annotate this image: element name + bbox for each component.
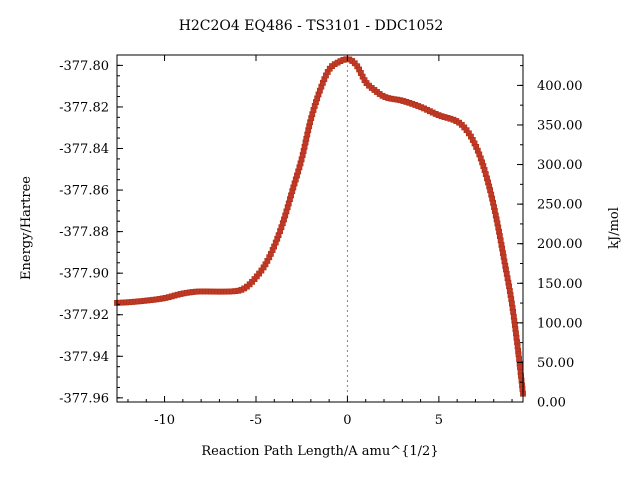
- data-point: [517, 364, 523, 371]
- data-point: [519, 386, 526, 392]
- y2-tick-label: 100.00: [537, 316, 583, 331]
- y2-tick-label: 350.00: [537, 118, 583, 133]
- y-tick-label: -377.86: [59, 184, 109, 199]
- y2-axis-label: kJ/mol: [607, 207, 622, 249]
- y-axis-ticks: -377.80 -377.82 -377.84 -377.86 -377.88 -377.…: [59, 59, 123, 406]
- x-tick-label: -10: [154, 413, 175, 428]
- y2-tick-label: 300.00: [537, 158, 583, 173]
- y-tick-label: -377.94: [59, 350, 109, 365]
- y2-axis-ticks: 0.00 50.00 100.00 150.00 200.00 250.00 300.00 3…: [517, 65, 583, 411]
- y2-tick-label: 400.00: [537, 79, 583, 94]
- plot-area: [114, 55, 526, 402]
- y2-tick-label: 50.00: [537, 356, 574, 371]
- x-tick-label: -5: [250, 413, 263, 428]
- series-line: [116, 58, 524, 394]
- y-tick-label: -377.92: [59, 308, 109, 323]
- y-tick-label: -377.80: [59, 59, 109, 74]
- x-axis-label: Reaction Path Length/A amu^{1/2}: [201, 444, 438, 459]
- y-tick-label: -377.82: [59, 100, 109, 115]
- y2-tick-label: 200.00: [537, 237, 583, 252]
- data-markers: [114, 56, 526, 397]
- y2-tick-label: 150.00: [537, 277, 583, 292]
- chart-title: H2C2O4 EQ486 - TS3101 - DDC1052: [179, 18, 444, 34]
- y2-tick-label: 250.00: [537, 198, 583, 213]
- y2-tick-label: 0.00: [537, 396, 566, 411]
- x-axis-ticks: -10 -5 0 5: [127, 55, 513, 428]
- y-tick-label: -377.88: [59, 225, 109, 240]
- y-tick-label: -377.90: [59, 267, 109, 282]
- y-tick-label: -377.96: [59, 391, 109, 406]
- y-tick-label: -377.84: [59, 142, 109, 157]
- y-axis-label: Energy/Hartree: [19, 176, 34, 280]
- plot-frame: [116, 54, 524, 403]
- data-point: [510, 308, 517, 315]
- x-tick-label: 5: [435, 413, 443, 428]
- x-tick-label: 0: [343, 413, 351, 428]
